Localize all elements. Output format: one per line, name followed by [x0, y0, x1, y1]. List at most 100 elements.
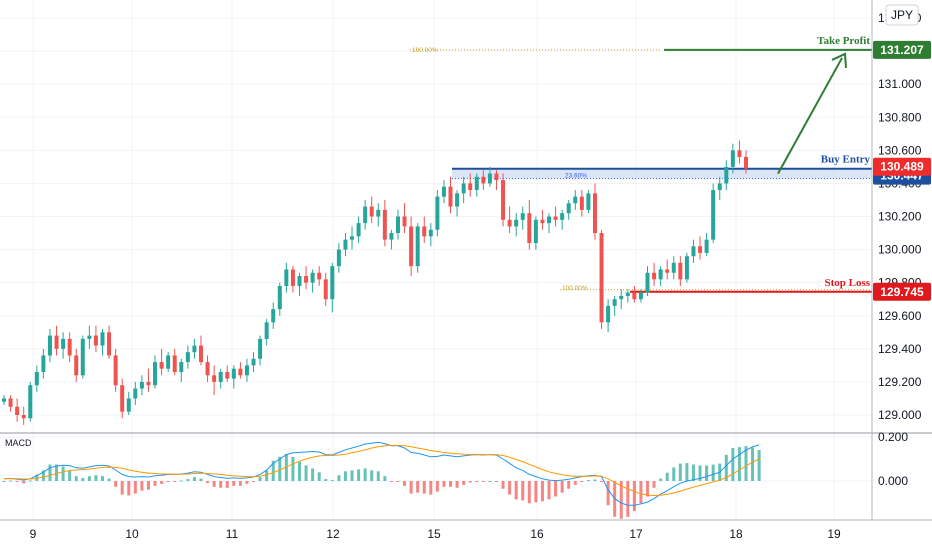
candle-body — [619, 295, 624, 300]
macd-histogram-bar — [744, 446, 748, 481]
candle-body — [258, 338, 263, 359]
candle-body — [310, 272, 315, 283]
macd-histogram-bar — [435, 481, 439, 492]
macd-histogram-bar — [455, 481, 459, 488]
price-tick-label: 130.000 — [878, 243, 922, 257]
candle-body — [126, 398, 131, 412]
candle-body — [356, 223, 361, 237]
candle-body — [153, 362, 158, 386]
candle-body — [330, 266, 335, 300]
candle-body — [192, 345, 197, 353]
candle-body — [336, 249, 341, 267]
macd-histogram-bar — [252, 481, 256, 482]
candle-body — [514, 219, 519, 227]
candle-body — [225, 371, 230, 379]
candle-body — [441, 186, 446, 197]
macd-histogram-bar — [225, 481, 229, 488]
macd-histogram-bar — [343, 471, 347, 481]
macd-histogram-bar — [81, 478, 85, 481]
candle-body — [284, 269, 289, 286]
macd-histogram-bar — [35, 474, 39, 481]
candle-body — [100, 332, 105, 346]
macd-histogram-bar — [416, 481, 420, 493]
macd-histogram-bar — [114, 481, 118, 487]
fib-label: 100.00% — [562, 285, 588, 292]
macd-histogram-bar — [153, 481, 157, 486]
macd-histogram-bar — [731, 448, 735, 481]
macd-panel — [2, 441, 761, 519]
take-profit-label: Take Profit — [817, 35, 870, 47]
candle-body — [54, 335, 59, 349]
macd-histogram-bar — [449, 481, 453, 487]
macd-histogram-bar — [61, 466, 65, 481]
macd-histogram-bar — [41, 470, 45, 481]
macd-histogram-bar — [580, 481, 584, 482]
macd-histogram-bar — [271, 460, 275, 481]
macd-histogram-bar — [619, 481, 623, 519]
time-tick-label: 10 — [125, 527, 139, 541]
macd-histogram-bar — [442, 481, 446, 487]
candle-body — [317, 272, 322, 280]
candle-body — [415, 226, 420, 267]
candle-body — [179, 362, 184, 372]
price-tick-label: 131.000 — [878, 77, 922, 91]
buy-entry-zone — [452, 168, 872, 179]
macd-histogram-bar — [678, 463, 682, 481]
macd-histogram-bar — [74, 476, 78, 481]
price-tick-label: 130.200 — [878, 210, 922, 224]
candle-body — [678, 262, 683, 280]
macd-histogram-bar — [94, 475, 98, 481]
buy-entry-label: Buy Entry — [821, 154, 871, 166]
candle-body — [435, 196, 440, 230]
time-tick-label: 18 — [729, 527, 743, 541]
macd-indicator-label[interactable]: MACD — [5, 438, 32, 448]
macd-axis[interactable]: 0.200 0.000 — [878, 430, 908, 488]
macd-histogram-bar — [396, 481, 400, 482]
macd-histogram-bar — [422, 481, 426, 494]
macd-histogram-bar — [534, 481, 538, 503]
macd-histogram-bar — [389, 481, 393, 482]
candle-body — [139, 381, 144, 389]
macd-histogram-bar — [409, 481, 413, 494]
currency-badge[interactable] — [885, 4, 919, 26]
macd-histogram-bar — [245, 481, 249, 484]
candle-body — [113, 355, 118, 386]
candle-body — [166, 355, 171, 369]
trade-levels: 100.00% Take Profit 23.60% Buy Entry 100.00%… — [410, 35, 872, 293]
macd-histogram-bar — [757, 450, 761, 481]
candle-body — [2, 398, 6, 402]
macd-histogram-bar — [278, 456, 282, 481]
candle-body — [8, 398, 13, 407]
macd-histogram-bar — [639, 481, 643, 504]
candle-body — [494, 173, 499, 181]
macd-histogram-bar — [363, 468, 367, 481]
candlesticks — [2, 140, 748, 425]
candle-body — [691, 246, 696, 257]
stop-loss-label: Stop Loss — [824, 277, 870, 289]
candle-body — [553, 216, 558, 220]
macd-histogram-bar — [146, 481, 150, 490]
candle-body — [461, 183, 466, 194]
candle-body — [21, 415, 26, 419]
candle-body — [592, 193, 597, 234]
candle-body — [238, 368, 243, 376]
candle-body — [212, 375, 217, 382]
candle-body — [704, 239, 709, 253]
candle-body — [350, 236, 355, 240]
macd-histogram-bar — [462, 481, 466, 485]
candle-body — [481, 176, 486, 184]
macd-histogram-bar — [724, 454, 728, 481]
macd-tick-label: 0.200 — [878, 430, 908, 444]
time-axis[interactable]: 9 10 11 12 15 16 17 18 19 — [30, 527, 841, 541]
time-tick-label: 17 — [629, 527, 643, 541]
candle-body — [47, 335, 52, 356]
macd-histogram-bar — [22, 481, 26, 484]
macd-histogram-bar — [652, 481, 656, 488]
macd-histogram-bar — [547, 481, 551, 500]
macd-histogram-bar — [311, 468, 315, 481]
candle-body — [363, 206, 368, 224]
macd-histogram-bar — [68, 470, 72, 481]
candle-body — [120, 385, 125, 412]
macd-histogram-bar — [672, 467, 676, 481]
